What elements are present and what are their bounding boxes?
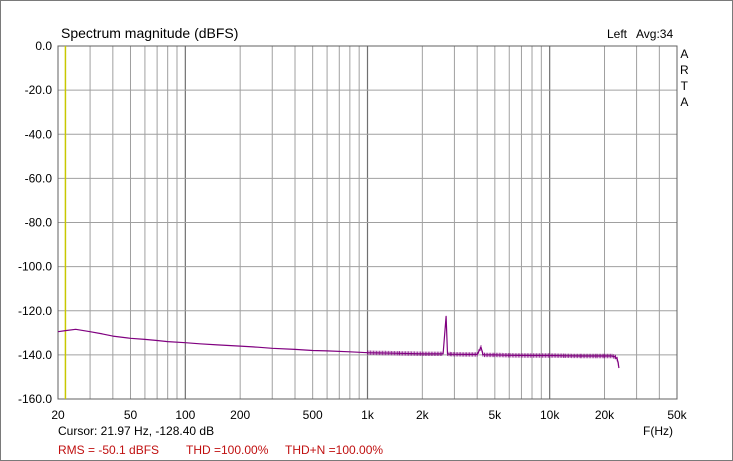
- x-tick-label: 500: [303, 408, 323, 422]
- logo-letter: R: [680, 63, 689, 77]
- y-tick-label: -40.0: [25, 127, 53, 141]
- spectrum-trace: [57, 315, 620, 369]
- x-tick-label: 20: [51, 408, 65, 422]
- chart-title: Spectrum magnitude (dBFS): [61, 25, 239, 41]
- cursor-readout: Cursor: 21.97 Hz, -128.40 dB: [58, 424, 215, 438]
- x-tick-label: 20k: [595, 408, 615, 422]
- x-tick-label: 10k: [540, 408, 560, 422]
- y-tick-label: -20.0: [25, 83, 53, 97]
- y-tick-label: -80.0: [25, 216, 53, 230]
- y-tick-label: -120.0: [18, 304, 52, 318]
- averages-label: Avg:34: [636, 27, 674, 41]
- plot-border: [57, 45, 678, 400]
- thd-readout: THD =100.00%: [186, 443, 269, 457]
- x-tick-label: 2k: [416, 408, 430, 422]
- y-tick-label: 0.0: [35, 39, 52, 53]
- logo-letter: A: [680, 47, 689, 61]
- x-tick-label: 5k: [488, 408, 502, 422]
- arta-logo: A R T A: [680, 46, 689, 110]
- rms-readout: RMS = -50.1 dBFS: [58, 443, 160, 457]
- channel-label: Left: [607, 27, 628, 41]
- x-tick-label: 100: [175, 408, 195, 422]
- x-tick-label: 200: [230, 408, 250, 422]
- spectrum-noise-band: [367, 345, 619, 366]
- y-tick-label: -100.0: [18, 260, 52, 274]
- y-tick-label: -160.0: [18, 392, 52, 406]
- x-axis-unit: F(Hz): [643, 424, 673, 438]
- y-tick-label: -140.0: [18, 348, 52, 362]
- logo-letter: A: [680, 95, 689, 109]
- y-tick-label: -60.0: [25, 171, 53, 185]
- logo-letter: T: [680, 79, 688, 93]
- x-tick-label: 50k: [667, 408, 687, 422]
- x-tick-label: 50: [124, 408, 138, 422]
- thdn-readout: THD+N =100.00%: [285, 443, 384, 457]
- x-tick-label: 1k: [361, 408, 375, 422]
